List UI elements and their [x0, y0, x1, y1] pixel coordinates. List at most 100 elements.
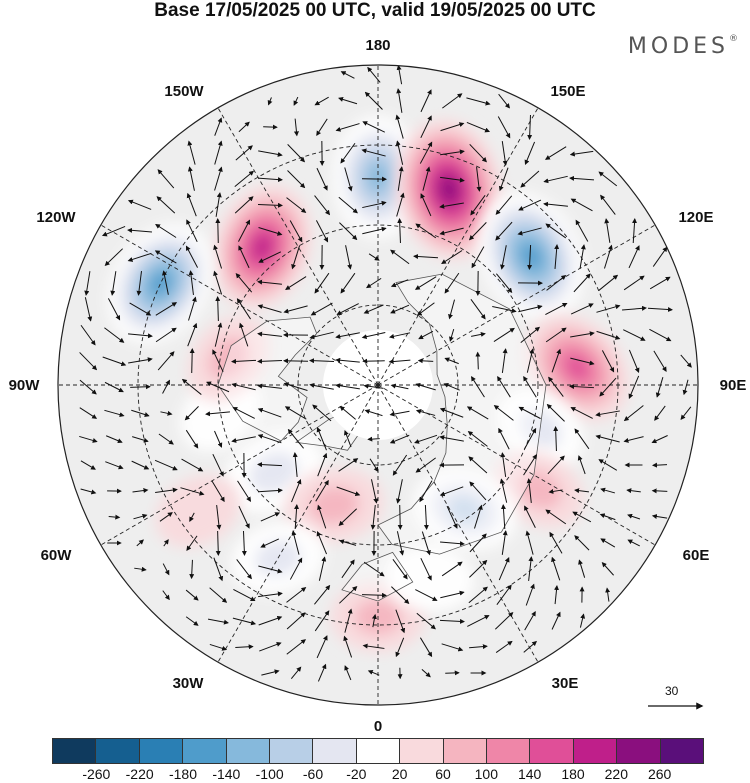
- wind-vector-269: [231, 436, 256, 443]
- wind-vector-397: [233, 588, 256, 602]
- wind-vector-72: [439, 202, 464, 209]
- meridian-60: [377, 384, 656, 546]
- wind-vector-46: [257, 177, 283, 183]
- wind-vector-171: [155, 327, 177, 343]
- wind-vector-156: [363, 304, 384, 314]
- wind-vector-120: [628, 245, 640, 269]
- wind-vector-210: [570, 357, 595, 366]
- wind-vector-112: [413, 253, 439, 259]
- wind-vector-169: [104, 327, 125, 343]
- wind-vector-332: [108, 514, 121, 520]
- lon-label-120e: 120E: [678, 209, 713, 226]
- wind-vector-186: [545, 327, 567, 343]
- wind-vector-212: [628, 349, 640, 374]
- colorbar-frame: [52, 738, 704, 764]
- wind-vector-168: [80, 324, 96, 346]
- wind-vector-368: [469, 533, 487, 553]
- wind-vector-234: [569, 384, 595, 390]
- wind-vector-374: [627, 539, 640, 547]
- wind-vector-54: [476, 167, 482, 192]
- wind-vector-218: [162, 379, 170, 394]
- wind-vector-443: [317, 663, 327, 682]
- wind-vector-33: [361, 148, 386, 157]
- wind-vector-62: [186, 192, 197, 217]
- wind-vector-231: [497, 375, 511, 398]
- wind-vector-57: [543, 175, 568, 184]
- wind-vectors: [79, 65, 692, 682]
- wind-vector-151: [236, 298, 251, 320]
- wind-vector-306: [598, 459, 618, 471]
- wind-vector-71: [420, 193, 432, 217]
- wind-vector-411: [605, 587, 611, 602]
- wind-vector-141: [573, 273, 591, 293]
- wind-vector-23: [466, 122, 491, 133]
- wind-vector-9: [420, 89, 432, 113]
- wind-vector-251: [389, 410, 410, 417]
- wind-vector-304: [547, 455, 565, 475]
- wind-vector-232: [523, 375, 537, 398]
- wind-vector-434: [362, 643, 385, 649]
- wind-vector-301: [468, 456, 488, 474]
- wind-vector-102: [154, 250, 177, 264]
- wind-vector-366: [421, 531, 431, 556]
- wind-vector-380: [258, 565, 283, 574]
- wind-vector-96: [545, 223, 567, 239]
- wind-vector-61: [156, 196, 176, 214]
- lon-label-90e: 90E: [720, 377, 747, 394]
- wind-vector-262: [680, 406, 692, 421]
- wind-vector-66: [286, 197, 307, 213]
- wind-vector-398: [258, 591, 283, 598]
- reference-vector-arrow: [648, 702, 704, 710]
- wind-vector-95: [517, 227, 542, 236]
- wind-vector-323: [439, 486, 464, 497]
- wind-vector-391: [551, 556, 561, 581]
- wind-vector-200: [309, 358, 335, 364]
- wind-vector-6: [338, 97, 358, 105]
- wind-vector-10: [442, 93, 463, 109]
- wind-vector-302: [500, 452, 507, 477]
- wind-vector-223: [283, 382, 308, 392]
- meridian--120: [100, 224, 379, 386]
- wind-vector-60: [127, 199, 152, 210]
- wind-vector-237: [655, 377, 664, 398]
- wind-vector-278: [467, 431, 488, 447]
- wind-vector-254: [466, 406, 489, 420]
- wind-vector-148: [155, 302, 178, 316]
- wind-vector-81: [155, 223, 177, 238]
- wind-vector-408: [525, 583, 535, 606]
- wind-vector-70: [396, 192, 405, 217]
- wind-vector-396: [209, 587, 228, 603]
- wind-vector-144: [649, 276, 671, 290]
- colorbar-swatch-5: [270, 739, 314, 763]
- wind-vector-432: [316, 635, 328, 659]
- wind-vector-361: [291, 530, 300, 555]
- wind-vector-51: [397, 166, 404, 191]
- lon-label-120w: 120W: [36, 209, 76, 226]
- wind-vector-104: [213, 244, 223, 269]
- wind-vector-264: [105, 435, 123, 444]
- wind-vector-418: [344, 608, 353, 633]
- wind-vector-103: [185, 245, 199, 268]
- wind-vector-192: [102, 356, 127, 367]
- colorbar-swatch-8: [400, 739, 444, 763]
- wind-vector-188: [596, 330, 621, 340]
- lon-label-60e: 60E: [683, 547, 710, 564]
- meridian--150: [217, 107, 379, 386]
- wind-vector-311: [132, 488, 149, 493]
- wind-vector-65: [257, 202, 283, 208]
- wind-vector-43: [187, 166, 195, 191]
- wind-vector-40: [544, 146, 567, 160]
- wind-vector-377: [189, 559, 195, 580]
- wind-vector-76: [543, 201, 568, 207]
- wind-vector-163: [545, 302, 568, 316]
- wind-vector-447: [421, 668, 431, 678]
- wind-vector-185: [520, 326, 541, 344]
- wind-vector-59: [598, 171, 618, 187]
- wind-vector-111: [390, 249, 410, 265]
- wind-vector-26: [187, 140, 196, 165]
- wind-vector-158: [416, 302, 435, 316]
- wind-vector-110: [368, 253, 380, 261]
- wind-vector-419: [371, 613, 377, 628]
- wind-vector-82: [186, 219, 198, 243]
- wind-vector-162: [518, 304, 543, 313]
